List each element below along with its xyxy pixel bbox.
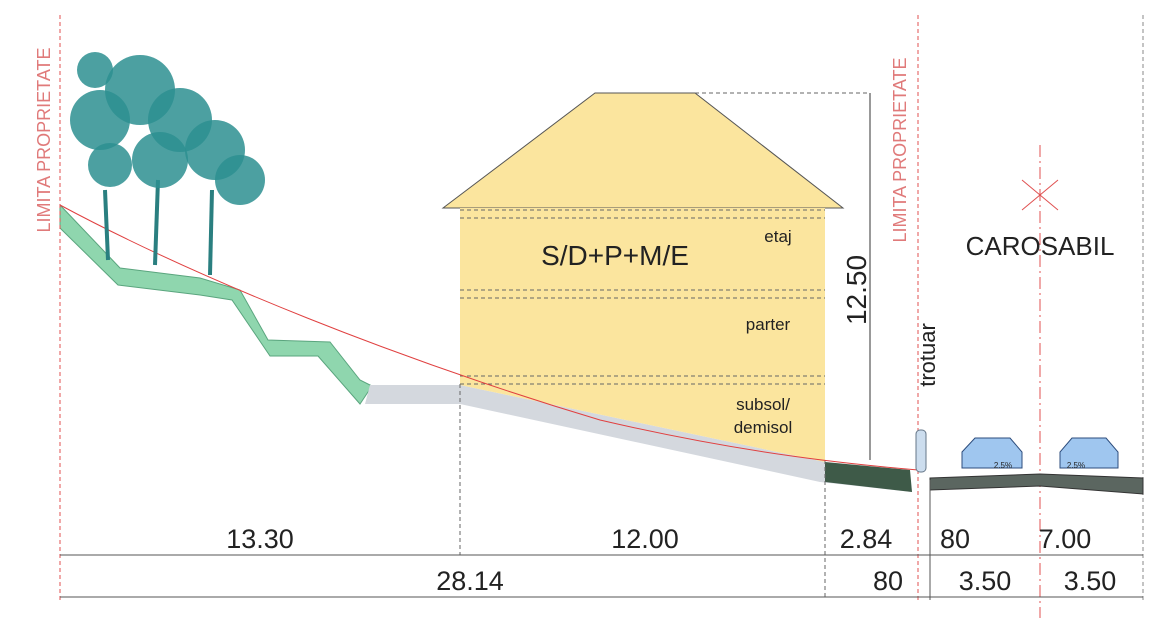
- dimension-label: 28.14: [436, 566, 504, 596]
- platform: [825, 462, 912, 492]
- level-label: parter: [746, 315, 791, 334]
- roadway: [929, 473, 1144, 495]
- building-body: [460, 208, 825, 462]
- dimension-lines: [60, 480, 1143, 600]
- slope-label: 2.5%: [1067, 461, 1085, 470]
- dimension-label: 3.50: [1064, 566, 1117, 596]
- building-label: S/D+P+M/E: [541, 240, 689, 271]
- dimension-label: 80: [873, 566, 903, 596]
- dimension-label: 3.50: [959, 566, 1012, 596]
- dimension-label: 80: [940, 524, 970, 554]
- pedestrian: [915, 429, 927, 473]
- level-label: subsol/: [736, 395, 790, 414]
- trees: [70, 52, 265, 276]
- height-label: 12.50: [841, 255, 872, 325]
- dimension-label: 2.84: [840, 524, 893, 554]
- roadway-label: CAROSABIL: [966, 231, 1115, 261]
- level-label: etaj: [764, 227, 791, 246]
- ground: [365, 385, 912, 492]
- axis-symbol: [1021, 179, 1059, 211]
- floor-lines: [459, 92, 870, 600]
- cars: [961, 437, 1119, 469]
- sidewalk-label: trotuar: [915, 323, 940, 387]
- natural-terrain-line: [59, 204, 919, 471]
- dimension-label: 13.30: [226, 524, 294, 554]
- limit-label: LIMITA PROPRIETATE: [890, 57, 910, 242]
- slope-label: 2.5%: [994, 461, 1012, 470]
- limit-label: LIMITA PROPRIETATE: [34, 47, 54, 232]
- roof: [441, 92, 845, 209]
- level-label: demisol: [734, 418, 793, 437]
- dimension-label: 12.00: [611, 524, 679, 554]
- slope-terrain: [59, 203, 373, 405]
- dimension-label: 7.00: [1039, 524, 1092, 554]
